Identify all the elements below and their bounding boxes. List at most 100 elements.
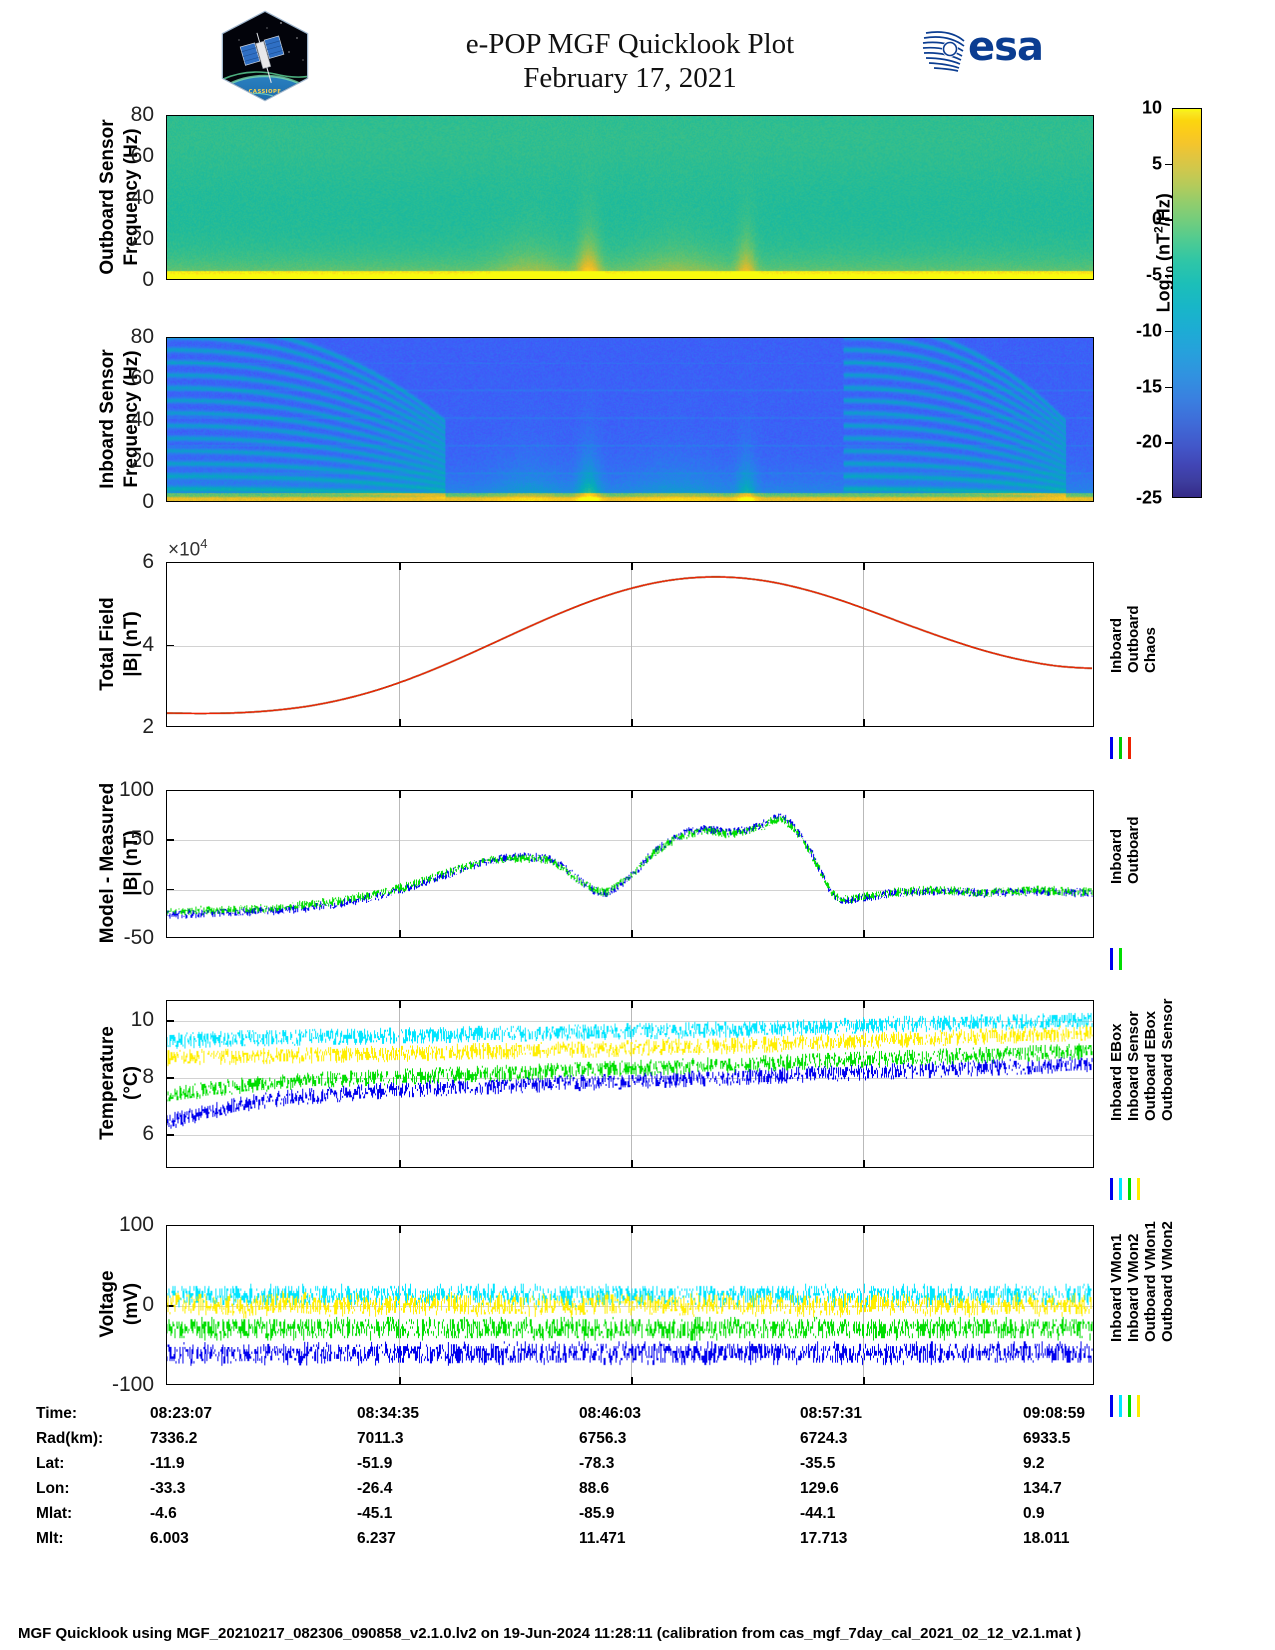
voltage-plot-area [166,1225,1094,1385]
total-field-canvas [167,563,1093,726]
legend-label-inboard-ebox: Inboard EBox [1108,1023,1125,1122]
table-cell: -11.9 [150,1455,185,1472]
total-field-exponent-label: ×104 [168,536,208,561]
table-cell: -4.6 [150,1505,177,1522]
legend-swatch-inboard [1110,737,1113,759]
colorbar-tickmark [1165,219,1172,221]
legend-swatch-outboard [1119,737,1122,759]
model-measured-ytick: 100 [118,778,154,801]
legend-swatch-inboard-ebox [1110,1178,1113,1200]
inboard-spectrogram-ytick: 0 [142,490,154,513]
legend-label-outboard-vmon1: Outboard VMon1 [1142,1221,1159,1343]
cassiope-mission-patch-icon: CASSIOPE [221,10,309,102]
voltage-canvas [167,1226,1093,1384]
legend-swatch-inboard-vmon2 [1119,1395,1122,1417]
table-cell: 6756.3 [579,1430,627,1447]
legend-label-inboard: Inboard [1108,828,1125,884]
total-field-plot-area [166,562,1094,727]
table-cell: -44.1 [800,1505,836,1522]
inboard-spectrogram-canvas [167,338,1093,501]
inboard-spectrogram-ytick: 80 [130,325,154,348]
legend-swatch-outboard-vmon1 [1128,1395,1131,1417]
table-cell: 08:34:35 [357,1405,420,1422]
legend-swatch-outboard-sensor [1137,1178,1140,1200]
panel-inboard-spectrogram: Inboard Sensor Frequency (Hz) 80 60 40 20 0 [97,325,1094,513]
table-cell: 6724.3 [800,1430,848,1447]
colorbar-tickmark [1165,442,1172,444]
model-measured-plot-area [166,790,1094,938]
colorbar-tick-10: 10 [1141,97,1162,118]
model-measured-ytick: 0 [142,876,154,900]
inboard-spectrogram-ytick: 40 [130,407,154,431]
legend-label-inboard-vmon2: Inboard VMon2 [1125,1233,1142,1343]
outboard-spectrogram-ytick: 60 [130,144,154,168]
voltage-ytick: 100 [118,1213,154,1236]
table-cell: -78.3 [579,1455,615,1472]
table-cell: -35.5 [800,1455,836,1472]
colorbar-tick-neg5: -5 [1145,264,1162,285]
colorbar-tick-0: 0 [1151,208,1162,229]
table-cell: 6.237 [357,1530,396,1547]
legend-swatch-chaos [1128,737,1131,759]
table-cell: 0.9 [1023,1505,1045,1522]
legend-swatches [1110,1395,1140,1417]
table-row: Mlt: 6.003 6.237 11.471 17.713 18.011 [0,1530,1275,1555]
legend-label-outboard: Outboard [1125,605,1142,674]
legend-label-outboard: Outboard [1125,816,1142,884]
table-cell: 9.2 [1023,1455,1045,1472]
panel-outboard-spectrogram: Outboard Sensor Frequency (Hz) 80 60 40 20 0 [97,103,1094,291]
model-measured-ytick: -50 [123,926,154,949]
outboard-spectrogram-canvas [167,116,1093,279]
legend-swatches [1110,1178,1140,1200]
esa-logo: esa [920,24,1045,75]
table-cell: 08:23:07 [150,1405,213,1422]
inboard-spectrogram-ytick: 60 [130,366,154,390]
legend-swatch-outboard-ebox [1128,1178,1131,1200]
colorbar-tickmark [1165,386,1172,388]
inboard-spectrogram-plot-area [166,337,1094,502]
outboard-spectrogram-ytick: 40 [130,185,154,209]
temperature-canvas [167,1001,1093,1167]
voltage-ytick: 0 [142,1293,154,1316]
panel-total-field: Total Field |B| (nT) 6 4 2 ×104 Inboard Outboar… [97,536,1159,759]
total-field-ytick: 4 [142,632,154,656]
colorbar-tick-5: 5 [1151,153,1162,174]
legend-label-chaos: Chaos [1142,627,1159,674]
legend-swatch-outboard [1119,948,1122,970]
legend-swatches [1110,948,1122,970]
legend-label-inboard-sensor: Inboard Sensor [1125,1011,1142,1122]
table-cell: 08:57:31 [800,1405,863,1422]
panel-temperature: Temperature (°C) 10 8 6 Inboard EBox Inboard S… [97,999,1176,1200]
inboard-spectrogram-ytick: 20 [130,448,154,472]
colorbar-tick-neg10: -10 [1135,320,1162,341]
legend-swatch-inboard-sensor [1119,1178,1122,1200]
table-row-label: Mlt: [36,1530,64,1547]
table-cell: 7011.3 [357,1430,404,1447]
outboard-spectrogram-ytick: 20 [130,226,154,250]
table-cell: 6933.5 [1023,1430,1071,1447]
legend-label-inboard-vmon1: Inboard VMon1 [1108,1233,1125,1343]
legend-swatch-outboard-vmon2 [1137,1395,1140,1417]
table-cell: 18.011 [1023,1530,1070,1547]
outboard-spectrogram-ytick: 0 [142,268,154,291]
legend-label-inboard: Inboard [1108,618,1125,674]
legend-label-outboard-sensor: Outboard Sensor [1159,998,1176,1122]
title-line-1: e-POP MGF Quicklook Plot [465,28,795,60]
table-cell: -51.9 [357,1455,393,1472]
table-row-label: Lat: [36,1455,65,1472]
table-row: Lon: -33.3 -26.4 88.6 129.6 134.7 [0,1480,1275,1505]
table-cell: -26.4 [357,1480,393,1497]
outboard-spectrogram-plot-area [166,115,1094,280]
table-cell: 09:08:59 [1023,1405,1086,1422]
table-row-label: Mlat: [36,1505,73,1522]
total-field-ytick: 6 [142,550,154,573]
table-cell: 17.713 [800,1530,848,1547]
esa-wordmark: esa [968,24,1044,70]
colorbar-tick-neg20: -20 [1135,431,1162,452]
table-cell: -33.3 [150,1480,186,1497]
colorbar-tickmark [1165,275,1172,277]
table-cell: 129.6 [800,1480,839,1497]
table-row-label: Lon: [36,1480,70,1497]
table-cell: 11.471 [579,1530,626,1547]
voltage-ytick: -100 [111,1373,154,1396]
